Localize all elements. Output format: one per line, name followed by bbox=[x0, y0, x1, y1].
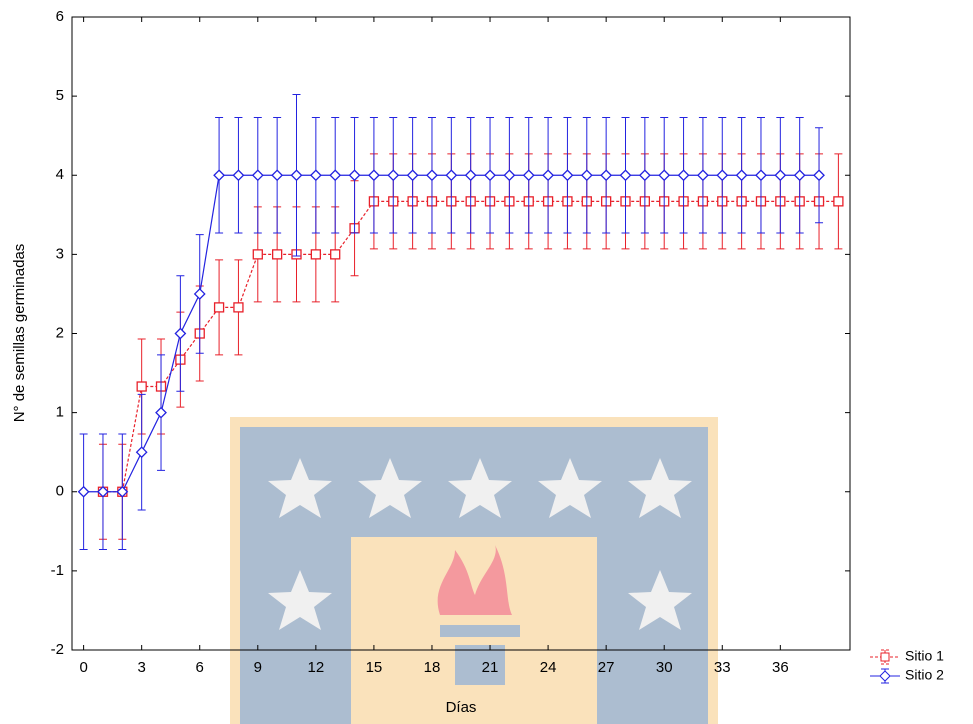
data-point bbox=[311, 170, 321, 180]
data-point bbox=[234, 303, 243, 312]
data-point bbox=[175, 329, 185, 339]
x-tick-label: 9 bbox=[254, 659, 262, 676]
data-point bbox=[834, 197, 843, 206]
y-tick-label: 1 bbox=[56, 404, 64, 421]
x-tick-label: 30 bbox=[656, 659, 673, 676]
x-tick-label: 33 bbox=[714, 659, 731, 676]
data-point bbox=[388, 170, 398, 180]
x-tick-label: 27 bbox=[598, 659, 615, 676]
x-tick-label: 3 bbox=[137, 659, 145, 676]
y-tick-label: 2 bbox=[56, 324, 64, 341]
data-point bbox=[253, 250, 262, 259]
data-point bbox=[215, 303, 224, 312]
x-tick-label: 21 bbox=[482, 659, 499, 676]
x-tick-label: 24 bbox=[540, 659, 557, 676]
legend-marker bbox=[881, 653, 889, 661]
data-point bbox=[601, 170, 611, 180]
data-point bbox=[814, 170, 824, 180]
data-point bbox=[485, 170, 495, 180]
legend-label: Sitio 1 bbox=[905, 648, 944, 664]
data-point bbox=[311, 250, 320, 259]
data-point bbox=[214, 170, 224, 180]
data-point bbox=[156, 408, 166, 418]
data-point bbox=[195, 289, 205, 299]
data-point bbox=[679, 170, 689, 180]
x-tick-label: 0 bbox=[79, 659, 87, 676]
y-tick-label: -2 bbox=[51, 641, 64, 658]
data-point bbox=[137, 447, 147, 457]
data-point bbox=[775, 170, 785, 180]
x-axis-label: Días bbox=[446, 699, 477, 716]
data-point bbox=[640, 170, 650, 180]
data-point bbox=[795, 170, 805, 180]
y-axis-label: N° de semillas germinadas bbox=[11, 244, 28, 423]
data-point bbox=[466, 170, 476, 180]
data-point bbox=[698, 170, 708, 180]
data-point bbox=[524, 170, 534, 180]
y-tick-label: 6 bbox=[56, 8, 64, 25]
data-point bbox=[233, 170, 243, 180]
data-point bbox=[504, 170, 514, 180]
data-point bbox=[543, 170, 553, 180]
data-point bbox=[659, 170, 669, 180]
data-point bbox=[562, 170, 572, 180]
data-point bbox=[350, 170, 360, 180]
legend-marker bbox=[880, 671, 890, 681]
data-point bbox=[79, 487, 89, 497]
data-point bbox=[756, 170, 766, 180]
data-point bbox=[137, 382, 146, 391]
data-point bbox=[408, 170, 418, 180]
y-tick-label: 0 bbox=[56, 483, 64, 500]
data-point bbox=[253, 170, 263, 180]
y-tick-label: 5 bbox=[56, 87, 64, 104]
page: Días N° de semillas germinadas -2-101234… bbox=[0, 0, 973, 724]
data-point bbox=[273, 250, 282, 259]
x-tick-label: 15 bbox=[366, 659, 383, 676]
x-tick-label: 12 bbox=[308, 659, 325, 676]
data-point bbox=[291, 170, 301, 180]
x-tick-label: 6 bbox=[196, 659, 204, 676]
legend-label: Sitio 2 bbox=[905, 667, 944, 683]
y-tick-label: 4 bbox=[56, 166, 64, 183]
watermark bbox=[230, 417, 718, 724]
data-point bbox=[717, 170, 727, 180]
data-point bbox=[582, 170, 592, 180]
data-point bbox=[737, 170, 747, 180]
x-tick-label: 36 bbox=[772, 659, 789, 676]
data-point bbox=[331, 250, 340, 259]
data-point bbox=[272, 170, 282, 180]
y-tick-label: -1 bbox=[51, 562, 64, 579]
y-tick-label: 3 bbox=[56, 245, 64, 262]
data-point bbox=[446, 170, 456, 180]
data-point bbox=[369, 170, 379, 180]
chart: Días N° de semillas germinadas -2-101234… bbox=[0, 0, 973, 724]
data-point bbox=[427, 170, 437, 180]
x-tick-label: 18 bbox=[424, 659, 441, 676]
data-point bbox=[330, 170, 340, 180]
data-point bbox=[621, 170, 631, 180]
